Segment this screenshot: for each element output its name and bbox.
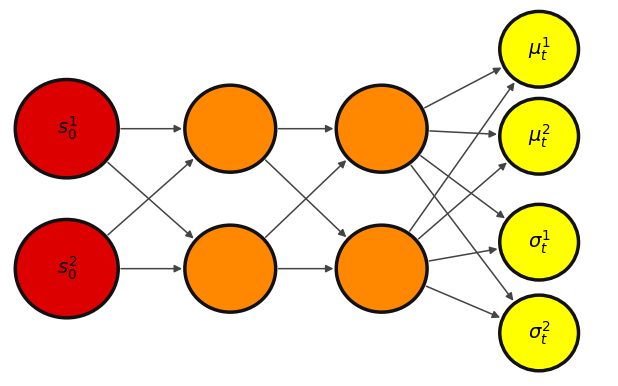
Ellipse shape (185, 85, 276, 172)
Ellipse shape (185, 225, 276, 312)
Text: $\mu_t^2$: $\mu_t^2$ (528, 123, 551, 150)
Ellipse shape (500, 12, 578, 87)
Text: $\sigma_t^1$: $\sigma_t^1$ (528, 229, 551, 256)
Ellipse shape (500, 204, 578, 280)
Ellipse shape (336, 225, 427, 312)
Ellipse shape (500, 98, 578, 174)
Text: $\sigma_t^2$: $\sigma_t^2$ (528, 319, 551, 347)
Ellipse shape (500, 295, 578, 371)
Text: $s_0^2$: $s_0^2$ (57, 255, 77, 282)
Text: $\mu_t^1$: $\mu_t^1$ (528, 36, 551, 63)
Text: $s_0^1$: $s_0^1$ (56, 115, 77, 142)
Ellipse shape (15, 220, 118, 318)
Ellipse shape (336, 85, 427, 172)
Ellipse shape (15, 80, 118, 178)
